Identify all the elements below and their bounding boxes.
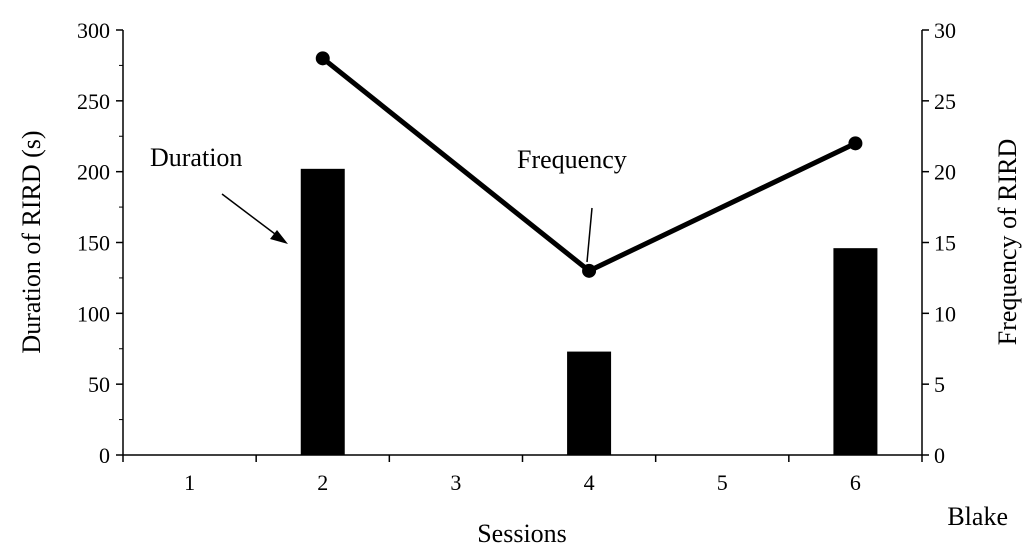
left-y-axis-title: Duration of RIRD (s) xyxy=(17,130,46,353)
frequency-point xyxy=(315,51,330,66)
x-tick-label: 3 xyxy=(450,470,461,495)
right-y-tick-label: 30 xyxy=(934,18,956,43)
duration-arrow xyxy=(221,193,284,241)
duration-arrowhead xyxy=(270,230,288,244)
x-axis-title: Sessions xyxy=(477,519,567,548)
right-y-tick-label: 15 xyxy=(934,231,956,256)
duration-bar xyxy=(300,168,345,456)
right-y-tick-label: 0 xyxy=(934,443,945,468)
left-y-tick-label: 250 xyxy=(77,89,110,114)
right-y-axis-title: Frequency of RIRD xyxy=(993,139,1022,346)
ticks: 0 50 100 150 200 250 300 0 5 10 15 20 25 30 1 2 3 4 5 6 xyxy=(77,18,956,495)
left-y-tick-label: 100 xyxy=(77,301,110,326)
duration-bar xyxy=(833,248,878,455)
left-y-tick-label: 300 xyxy=(77,18,110,43)
left-y-tick-label: 50 xyxy=(88,372,110,397)
annotation-arrows xyxy=(221,193,593,263)
right-y-tick-label: 20 xyxy=(934,160,956,185)
frequency-arrow xyxy=(586,207,593,263)
left-y-tick-label: 200 xyxy=(77,160,110,185)
left-y-tick-label: 0 xyxy=(99,443,110,468)
frequency-annotation: Frequency xyxy=(517,145,627,174)
participant-label: Blake xyxy=(947,502,1008,531)
right-y-tick-label: 25 xyxy=(934,89,956,114)
duration-annotation: Duration xyxy=(150,143,242,172)
x-tick-label: 1 xyxy=(184,470,195,495)
bars xyxy=(300,168,878,456)
left-y-tick-label: 150 xyxy=(77,231,110,256)
x-tick-label: 4 xyxy=(584,470,595,495)
duration-bar xyxy=(567,351,612,455)
x-tick-label: 2 xyxy=(317,470,328,495)
frequency-point xyxy=(582,263,597,278)
frequency-point xyxy=(848,136,863,151)
x-tick-label: 5 xyxy=(717,470,728,495)
right-y-tick-label: 10 xyxy=(934,301,956,326)
x-tick-label: 6 xyxy=(850,470,861,495)
line-series xyxy=(315,51,863,278)
right-y-tick-label: 5 xyxy=(934,372,945,397)
axes xyxy=(122,30,923,456)
